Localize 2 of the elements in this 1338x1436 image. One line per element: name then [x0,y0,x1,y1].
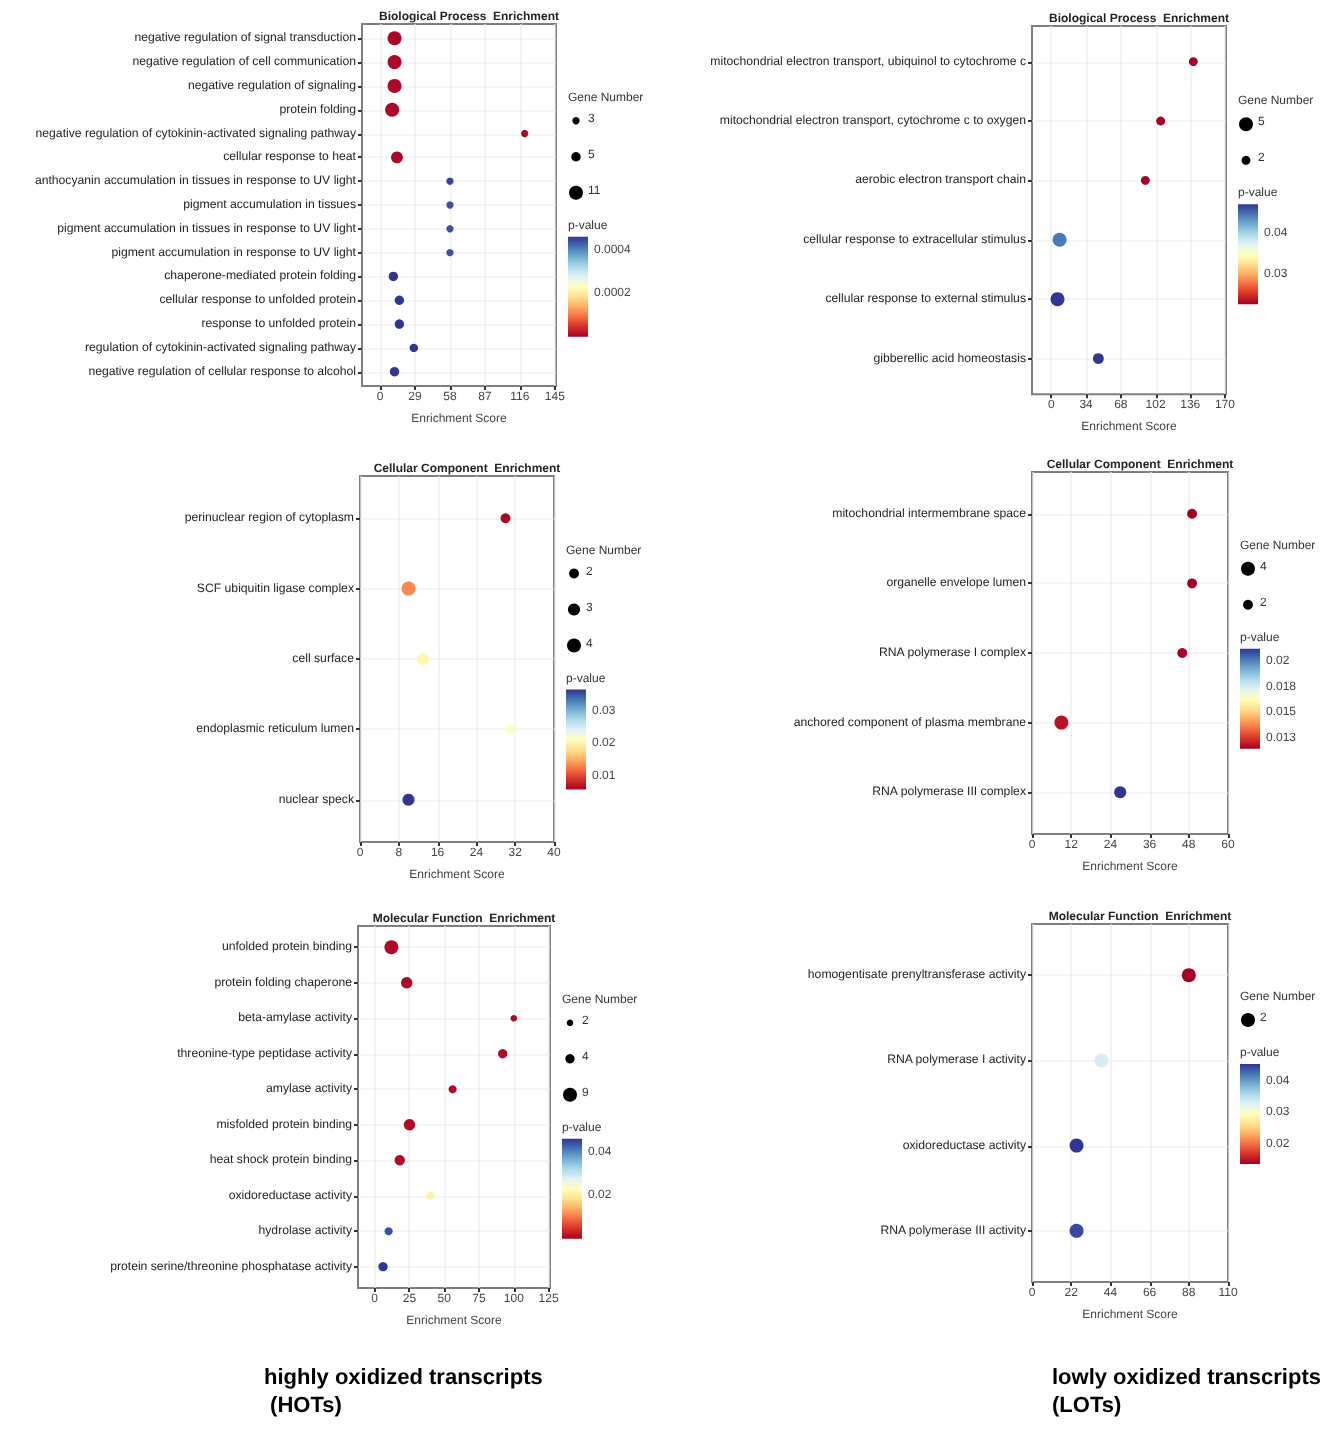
text: highly oxidized transcripts (HOTs) [264,1366,543,1418]
text: lowly oxidized transcripts (LOTs) [1052,1366,1328,1418]
